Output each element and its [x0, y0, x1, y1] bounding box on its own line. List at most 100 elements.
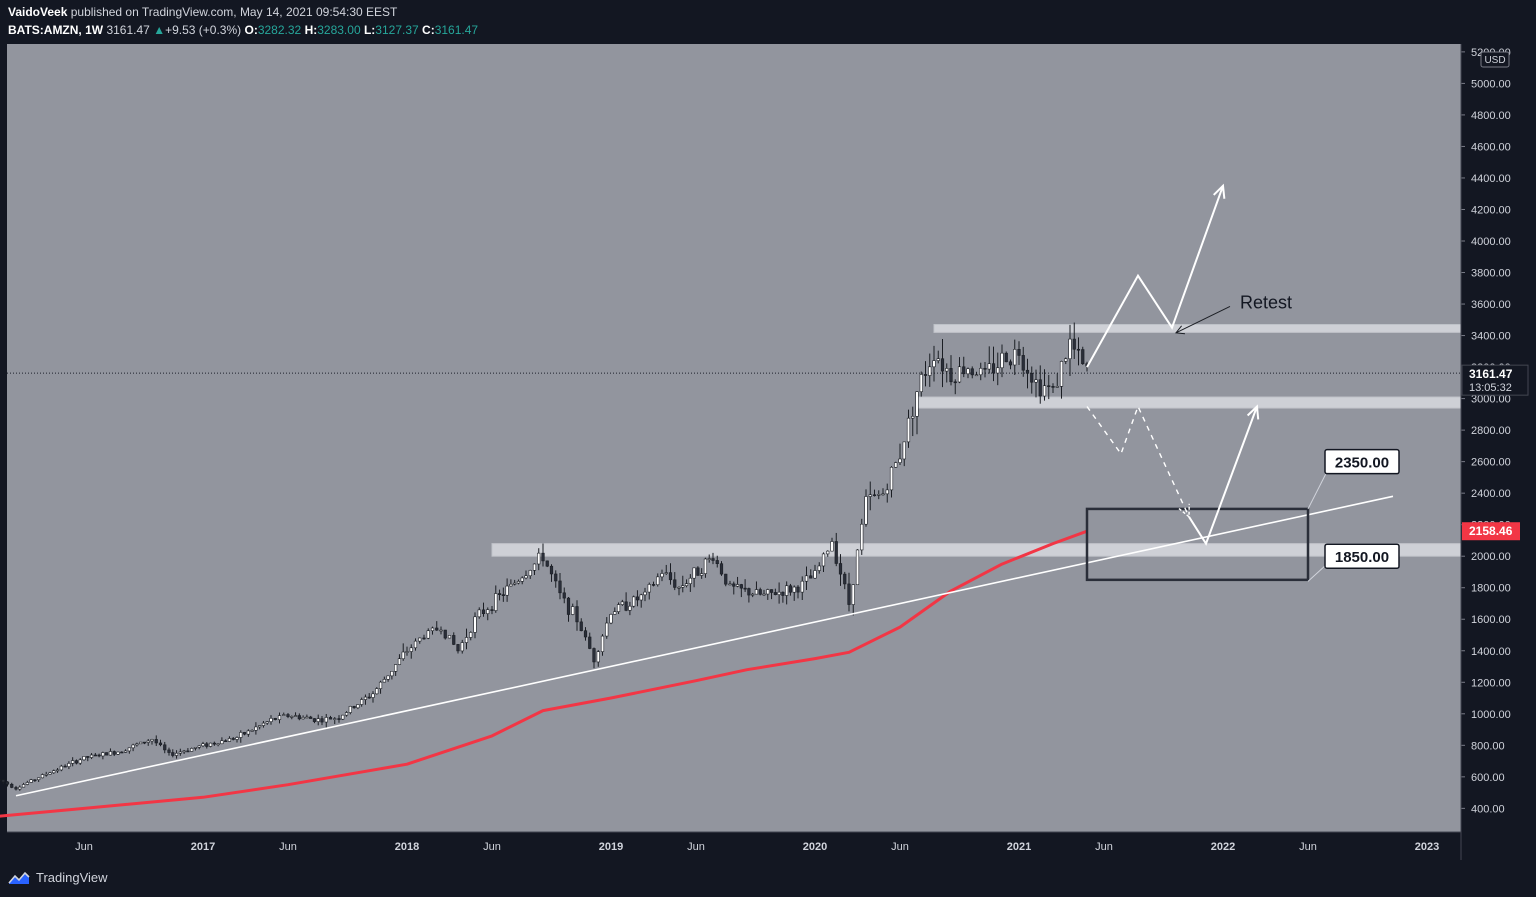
candle-body [1081, 349, 1085, 365]
tradingview-logo-icon [8, 871, 30, 884]
candle-body [1017, 349, 1021, 356]
candle-body [127, 747, 131, 752]
candle-body [681, 585, 685, 588]
y-tick-label: 5000.00 [1471, 78, 1511, 90]
candle-body [677, 586, 681, 589]
open-value: 3282.32 [257, 23, 302, 37]
candle-body [668, 572, 673, 581]
x-tick-label: 2018 [395, 841, 419, 853]
candle-body [781, 591, 785, 596]
close-label: C: [422, 23, 435, 37]
candle-body [724, 573, 728, 585]
candle-body [696, 567, 700, 576]
candle-body [97, 754, 101, 757]
y-tick-label: 4000.00 [1471, 236, 1511, 248]
candle-body [443, 629, 447, 639]
candle-body [719, 563, 724, 575]
candle-body [390, 671, 394, 677]
candle-body [486, 609, 490, 614]
y-tick-label: 600.00 [1471, 772, 1505, 784]
candle-body [635, 596, 640, 601]
price-scale-area[interactable] [1461, 44, 1536, 860]
candle-body [566, 597, 571, 615]
candle-body [178, 751, 182, 754]
candle-body [639, 594, 643, 601]
candle-body [497, 593, 502, 595]
candle-body [101, 752, 105, 757]
tradingview-brand[interactable]: TradingView [8, 870, 108, 885]
candle-body [813, 570, 817, 579]
publish-info: VaidoVeek published on TradingView.com, … [8, 5, 397, 19]
candle-body [382, 679, 386, 683]
brand-label: TradingView [36, 870, 108, 885]
candle-body [167, 749, 171, 753]
price-change: +9.53 (+0.3%) [165, 23, 242, 37]
candle-body [739, 584, 743, 589]
candle-body [919, 374, 923, 393]
candle-body [906, 417, 911, 443]
time-scale-area[interactable] [7, 832, 1461, 860]
candle-body [703, 558, 708, 574]
candle-body [562, 592, 566, 599]
candle-body [112, 751, 116, 755]
ma-layer [0, 529, 1088, 818]
candle-body [273, 718, 277, 720]
plot-area[interactable] [7, 44, 1461, 832]
candle-body [1064, 358, 1068, 362]
candle-body [1051, 386, 1055, 388]
projection-down-arrow [1086, 404, 1190, 518]
candle-body [1004, 352, 1008, 363]
candle-body [146, 740, 150, 743]
candle-body [537, 552, 541, 565]
x-tick-label: Jun [1299, 841, 1317, 853]
candle-body [1072, 338, 1076, 350]
candle-body [201, 743, 205, 747]
candle-body [452, 635, 456, 645]
retest-pointer-head [1175, 325, 1186, 335]
candle-body [305, 716, 309, 719]
candle-body [588, 636, 592, 649]
x-tick-label: Jun [483, 841, 501, 853]
candle-body [220, 740, 224, 745]
candle-body [40, 774, 45, 779]
candle-body [371, 693, 375, 698]
candle-body [1013, 349, 1017, 366]
candle-body [524, 575, 528, 579]
low-value: 3127.37 [375, 23, 419, 37]
candle-body [656, 576, 660, 586]
candle-body [312, 718, 317, 722]
candle-body [265, 721, 269, 724]
symbol-label[interactable]: BATS:AMZN, 1W [8, 23, 104, 37]
candle-body [328, 717, 333, 720]
candle-body [197, 745, 201, 748]
candle-body [52, 770, 56, 774]
candle-body [707, 558, 711, 560]
candle-body [254, 726, 258, 731]
candle-body [397, 658, 402, 665]
candle-body [747, 588, 751, 596]
candle-body [44, 773, 48, 776]
candle-body [860, 523, 864, 551]
candle-body [337, 718, 341, 720]
candle-body [692, 567, 696, 579]
candle-body [430, 627, 435, 632]
price-2350-callout-line [1307, 467, 1330, 510]
candle-body [139, 741, 143, 745]
candle-body [970, 368, 974, 376]
candle-body [804, 575, 809, 582]
candle-body [769, 589, 774, 593]
candle-body [37, 777, 41, 781]
candle-body [352, 706, 356, 709]
candle-body [33, 779, 37, 782]
candle-body [800, 580, 804, 593]
candle-body [953, 381, 957, 384]
candle-body [902, 441, 906, 460]
candle-body [18, 786, 22, 790]
author-name[interactable]: VaidoVeek [8, 5, 68, 19]
candle-body [558, 580, 562, 594]
candle-body [456, 644, 460, 652]
candle-body [123, 750, 128, 753]
candle-body [235, 737, 239, 740]
ma-price-value: 2158.46 [1469, 524, 1513, 538]
